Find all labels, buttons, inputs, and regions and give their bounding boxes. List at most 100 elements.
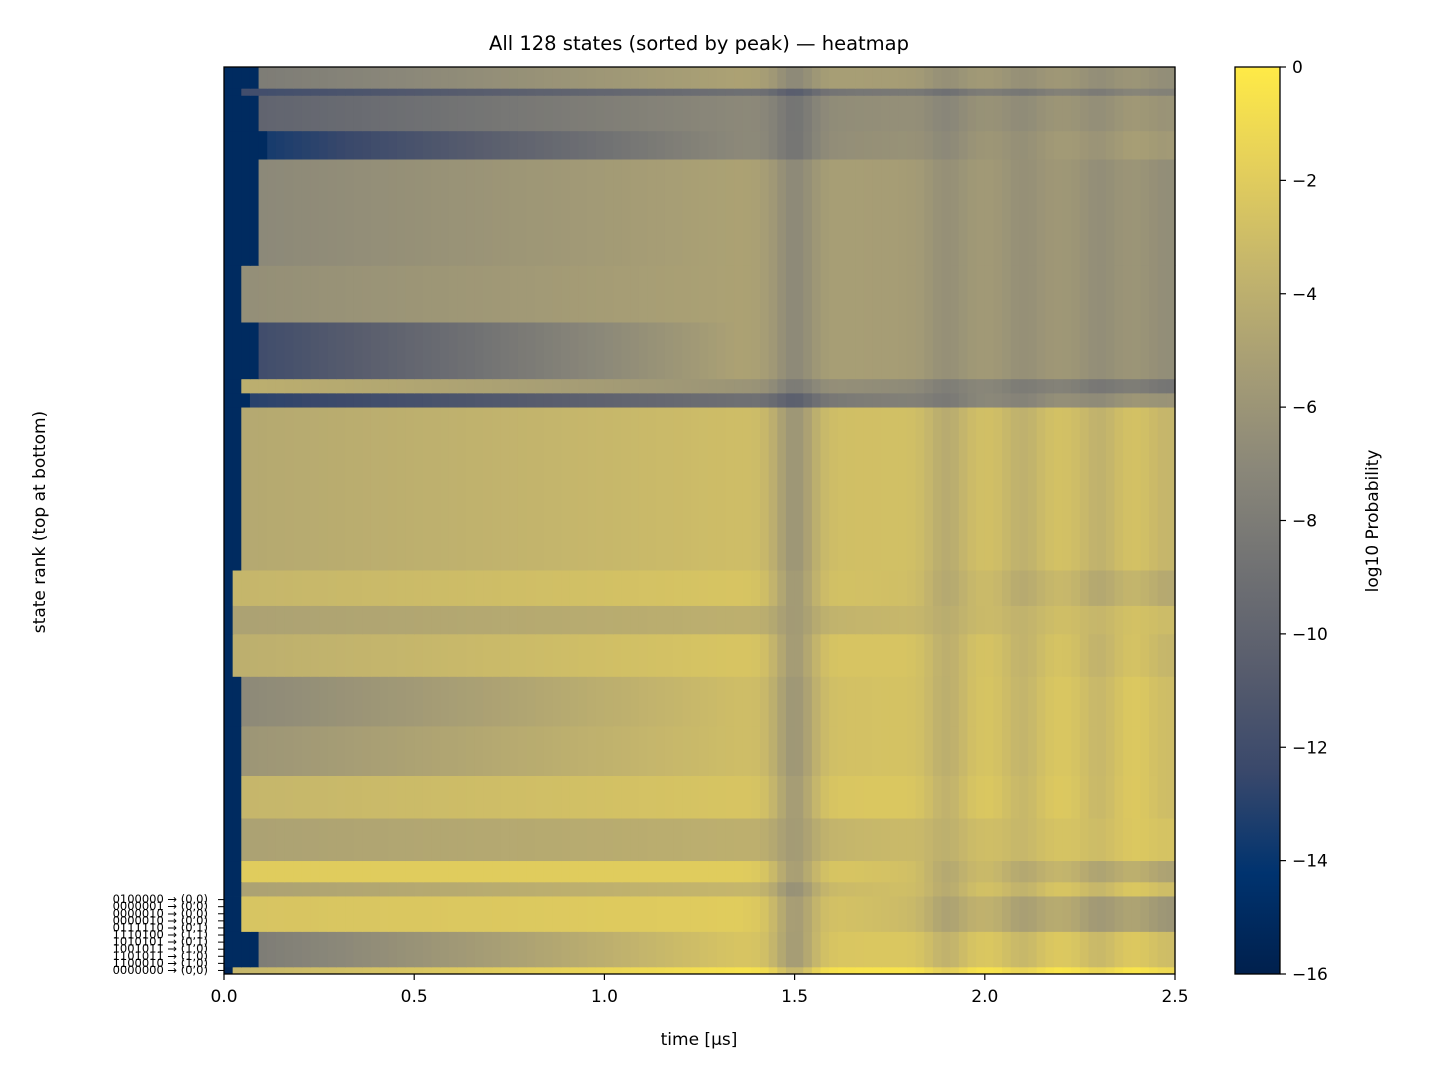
- heatmap-cell: [569, 407, 580, 571]
- heatmap-cell: [621, 88, 631, 96]
- heatmap-cell: [1088, 931, 1098, 968]
- heatmap-cell: [760, 570, 770, 606]
- heatmap-cell: [699, 881, 709, 897]
- heatmap-cell: [673, 931, 683, 968]
- heatmap-cell: [543, 159, 554, 266]
- heatmap-cell: [509, 605, 519, 635]
- heatmap-cell: [457, 676, 467, 727]
- heatmap-cell: [500, 407, 510, 571]
- heatmap-cell: [872, 88, 882, 96]
- heatmap-cell: [1028, 605, 1038, 635]
- heatmap-cell: [1028, 860, 1038, 883]
- heatmap-cell: [837, 159, 848, 266]
- heatmap-cell: [768, 896, 778, 932]
- heatmap-cell: [1019, 392, 1029, 408]
- heatmap-cell: [1114, 633, 1124, 677]
- heatmap-cell: [708, 322, 718, 380]
- heatmap-cell: [889, 95, 899, 132]
- heatmap-cell: [621, 676, 631, 727]
- heatmap-cell: [734, 570, 744, 606]
- heatmap-cell: [958, 775, 969, 819]
- heatmap-cell: [811, 633, 822, 677]
- heatmap-cell: [958, 818, 969, 862]
- heatmap-cell: [682, 931, 692, 968]
- heatmap-cell: [241, 633, 251, 677]
- heatmap-cell: [543, 676, 554, 727]
- heatmap-cell: [431, 605, 441, 635]
- heatmap-cell: [474, 322, 484, 380]
- heatmap-cell: [820, 265, 830, 323]
- heatmap-cell: [984, 322, 995, 380]
- heatmap-cell: [492, 966, 502, 975]
- heatmap-cell: [301, 775, 312, 819]
- heatmap-cell: [1105, 633, 1116, 677]
- heatmap-cell: [1071, 931, 1081, 968]
- heatmap-cell: [327, 676, 337, 727]
- heatmap-cell: [517, 881, 528, 897]
- heatmap-cell: [275, 570, 286, 606]
- heatmap-cell: [837, 966, 848, 975]
- heatmap-cell: [1028, 88, 1038, 96]
- heatmap-cell: [794, 67, 804, 89]
- heatmap-cell: [474, 931, 484, 968]
- heatmap-cell: [785, 88, 796, 96]
- heatmap-cell: [595, 378, 605, 394]
- heatmap-cell: [1131, 407, 1142, 571]
- heatmap-cell: [638, 392, 649, 408]
- heatmap-cell: [1036, 725, 1046, 776]
- heatmap-cell: [690, 818, 701, 862]
- heatmap-cell: [284, 392, 294, 408]
- heatmap-cell: [509, 676, 519, 727]
- heatmap-cell: [241, 322, 251, 380]
- heatmap-cell: [1071, 896, 1081, 932]
- heatmap-cell: [656, 265, 666, 323]
- heatmap-cell: [863, 407, 874, 571]
- heatmap-cell: [431, 881, 441, 897]
- chart-title: All 128 states (sorted by peak) — heatma…: [489, 32, 909, 55]
- heatmap-cell: [638, 88, 649, 96]
- heatmap-cell: [241, 896, 251, 932]
- heatmap-cell: [881, 725, 891, 776]
- heatmap-cell: [379, 67, 389, 89]
- heatmap-cell: [1088, 159, 1098, 266]
- heatmap-cell: [734, 775, 744, 819]
- heatmap-cell: [293, 775, 303, 819]
- y-tick-label: 1001011 → (1,0): [113, 942, 208, 956]
- heatmap-cell: [682, 67, 692, 89]
- heatmap-cell: [1062, 775, 1072, 819]
- heatmap-cell: [1157, 570, 1167, 606]
- heatmap-cell: [1062, 392, 1072, 408]
- heatmap-cell: [1010, 860, 1020, 883]
- heatmap-cell: [682, 95, 692, 132]
- heatmap-cell: [336, 818, 346, 862]
- heatmap-cell: [1010, 67, 1020, 89]
- heatmap-cell: [258, 95, 268, 132]
- heatmap-cell: [803, 931, 813, 968]
- heatmap-cell: [664, 605, 675, 635]
- heatmap-cell: [379, 818, 389, 862]
- heatmap-cell: [1131, 67, 1142, 89]
- heatmap-cell: [1097, 605, 1107, 635]
- heatmap-cell: [1157, 407, 1167, 571]
- heatmap-cell: [768, 605, 778, 635]
- heatmap-cell: [1123, 605, 1133, 635]
- heatmap-cell: [855, 570, 865, 606]
- heatmap-cell: [569, 378, 580, 394]
- heatmap-cell: [258, 966, 268, 975]
- heatmap-cell: [224, 605, 234, 635]
- heatmap-cell: [526, 322, 536, 380]
- heatmap-cell: [1036, 860, 1046, 883]
- heatmap-cell: [768, 860, 778, 883]
- heatmap-cell: [569, 896, 580, 932]
- heatmap-cell: [362, 392, 372, 408]
- heatmap-cell: [941, 931, 951, 968]
- heatmap-cell: [604, 378, 614, 394]
- heatmap-cell: [500, 67, 510, 89]
- heatmap-cell: [1019, 860, 1029, 883]
- heatmap-cell: [466, 775, 476, 819]
- colorbar-label: log10 Probability: [1363, 450, 1383, 593]
- heatmap-cell: [673, 633, 683, 677]
- heatmap-cell: [984, 67, 995, 89]
- heatmap-cell: [941, 881, 951, 897]
- heatmap-cell: [301, 130, 312, 160]
